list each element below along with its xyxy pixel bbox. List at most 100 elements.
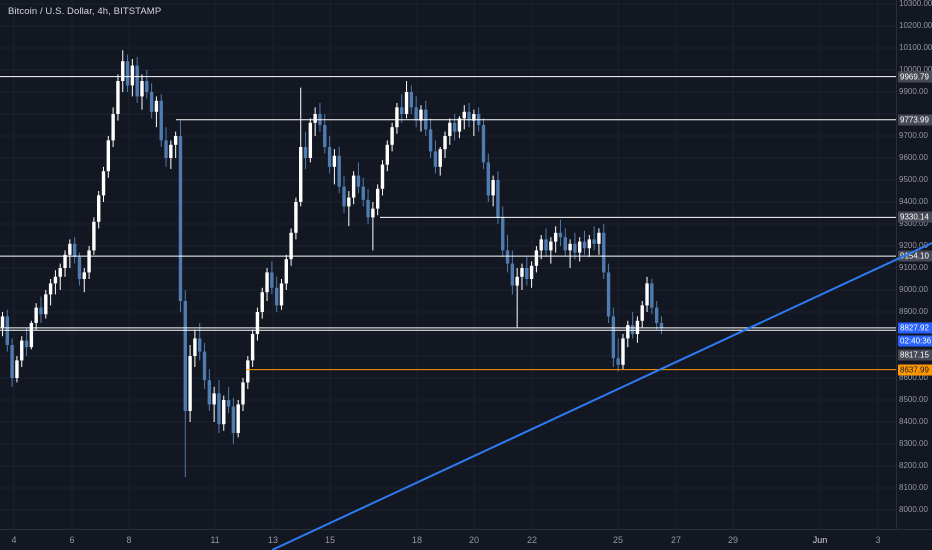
candle-body-down — [356, 175, 361, 187]
candle-body-down — [72, 243, 77, 257]
price-axis-label: 8100.00 — [899, 483, 928, 492]
chart-pane[interactable] — [0, 0, 896, 529]
candle-body-down — [159, 100, 163, 141]
price-axis-label: 9500.00 — [899, 175, 928, 184]
candle-body-down — [145, 81, 149, 92]
time-axis-label: 13 — [267, 535, 279, 545]
candle-body-up — [87, 250, 91, 273]
candle-body-up — [193, 338, 197, 356]
candle-body-up — [539, 239, 543, 251]
candle-body-up — [294, 202, 298, 233]
candle-body-up — [332, 155, 337, 167]
candle-body-down — [303, 147, 308, 158]
candle-body-down — [558, 232, 563, 238]
candle-body-up — [462, 111, 466, 119]
candle-body-down — [501, 217, 505, 251]
candle-body-up — [106, 140, 111, 172]
candle-body-up — [111, 114, 115, 141]
candle-body-down — [659, 323, 664, 328]
candle-body-up — [587, 239, 592, 249]
candle-body-up — [371, 208, 375, 218]
candle-body-down — [452, 122, 457, 132]
price-axis-label: 8000.00 — [899, 505, 928, 514]
candle-body-up — [549, 241, 553, 251]
candle-body-up — [404, 92, 409, 114]
candle-body-down — [654, 307, 659, 323]
candle-body-down — [125, 61, 130, 86]
candle-body-up — [578, 241, 582, 253]
candle-body-up — [188, 356, 192, 411]
time-axis[interactable]: 4 6 8 11 13 15 18 20 22 25 27 29 Jun 3 — [0, 529, 932, 550]
candle-body-up — [375, 188, 380, 209]
candle-body-down — [486, 162, 491, 196]
candle-body-down — [428, 129, 433, 152]
candle-body-down — [366, 199, 370, 218]
candle-body-down — [226, 400, 231, 407]
candle-body-up — [313, 114, 317, 123]
symbol-legend[interactable]: Bitcoin / U.S. Dollar, 4h, BITSTAMP — [8, 6, 162, 17]
candle-body-down — [573, 243, 577, 253]
price-axis[interactable]: 8000.00 8100.00 8200.00 8300.00 8400.00 8500.… — [896, 0, 932, 529]
candle-body-up — [347, 197, 351, 207]
candle-body-down — [231, 406, 236, 433]
candle-body-up — [140, 81, 144, 97]
candle-body-down — [361, 186, 365, 200]
candle-body-up — [438, 149, 442, 167]
candle-body-down — [270, 272, 274, 288]
candle-body-down — [630, 325, 635, 334]
price-axis-label: 10100.00 — [899, 43, 932, 52]
candle-body-up — [29, 323, 34, 348]
candle-body-up — [380, 164, 385, 189]
price-axis-label: 8900.00 — [899, 307, 928, 316]
candle-body-up — [520, 268, 524, 277]
candle-body-up — [419, 109, 423, 121]
price-axis-label: 10300.00 — [899, 0, 932, 8]
candle-body-up — [534, 250, 539, 266]
candle-body-down — [342, 186, 346, 207]
candle-body-up — [448, 122, 452, 136]
candle-body-up — [0, 316, 5, 328]
candle-body-up — [299, 147, 303, 202]
candle-body-up — [53, 276, 58, 284]
candle-body-down — [323, 125, 327, 147]
candle-body-down — [149, 92, 154, 112]
price-axis-label: 8300.00 — [899, 439, 928, 448]
price-axis-label: 8400.00 — [899, 417, 928, 426]
candle-body-up — [626, 325, 630, 339]
candle-body-up — [255, 312, 260, 334]
candle-body-up — [101, 171, 106, 196]
candle-body-up — [308, 122, 313, 158]
candle-body-up — [58, 268, 62, 277]
candle-body-down — [414, 107, 418, 121]
candle-body-down — [616, 358, 620, 365]
candle-body-up — [82, 272, 86, 279]
time-axis-label: 3 — [875, 535, 881, 545]
candle-body-down — [217, 393, 221, 425]
time-axis-label: 29 — [727, 535, 739, 545]
candle-body-down — [178, 136, 183, 301]
price-axis-label: 9100.00 — [899, 263, 928, 272]
candle-body-down — [274, 287, 279, 306]
level-label: 9330.14 — [898, 211, 932, 223]
candle-body-up — [491, 180, 495, 196]
level-label: 9154.10 — [898, 250, 932, 262]
candle-body-up — [246, 360, 250, 383]
candle-body-up — [250, 334, 255, 361]
candle-chart[interactable] — [0, 0, 896, 529]
candle-body-up — [457, 118, 462, 132]
candle-body-up — [515, 276, 519, 286]
candle-body-down — [582, 241, 587, 249]
candle-body-up — [236, 404, 240, 433]
candle-body-up — [20, 340, 24, 361]
candle-body-down — [505, 250, 510, 264]
candle-body-down — [400, 107, 404, 114]
price-axis-label: 9400.00 — [899, 197, 928, 206]
candle-body-down — [481, 125, 486, 163]
candle-body-up — [130, 65, 135, 86]
candle-body-down — [433, 151, 438, 167]
price-axis-label: 8500.00 — [899, 395, 928, 404]
candle-body-up — [289, 232, 293, 260]
price-axis-label: 9000.00 — [899, 285, 928, 294]
time-axis-label: 18 — [411, 535, 423, 545]
candle-body-down — [10, 345, 14, 378]
